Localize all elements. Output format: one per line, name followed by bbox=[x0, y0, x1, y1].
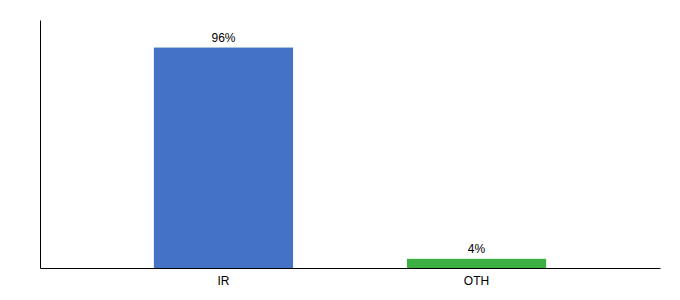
x-tick: IR bbox=[217, 274, 229, 288]
x-axis: IR OTH bbox=[41, 269, 661, 288]
y-axis bbox=[40, 21, 41, 269]
x-tick-label: OTH bbox=[464, 274, 489, 288]
bar bbox=[154, 48, 293, 268]
x-tick: OTH bbox=[464, 274, 489, 288]
data-label: 96% bbox=[211, 31, 235, 45]
data-label: 4% bbox=[468, 242, 486, 256]
chart: IR OTH 96% 4% bbox=[0, 0, 680, 300]
plot: IR OTH 96% 4% bbox=[41, 21, 661, 288]
x-tick-label: IR bbox=[217, 274, 229, 288]
bar bbox=[407, 259, 546, 268]
bars bbox=[154, 48, 546, 268]
data-labels: 96% 4% bbox=[211, 31, 485, 256]
x-axis-line bbox=[41, 268, 661, 269]
y-axis-line bbox=[40, 21, 41, 269]
